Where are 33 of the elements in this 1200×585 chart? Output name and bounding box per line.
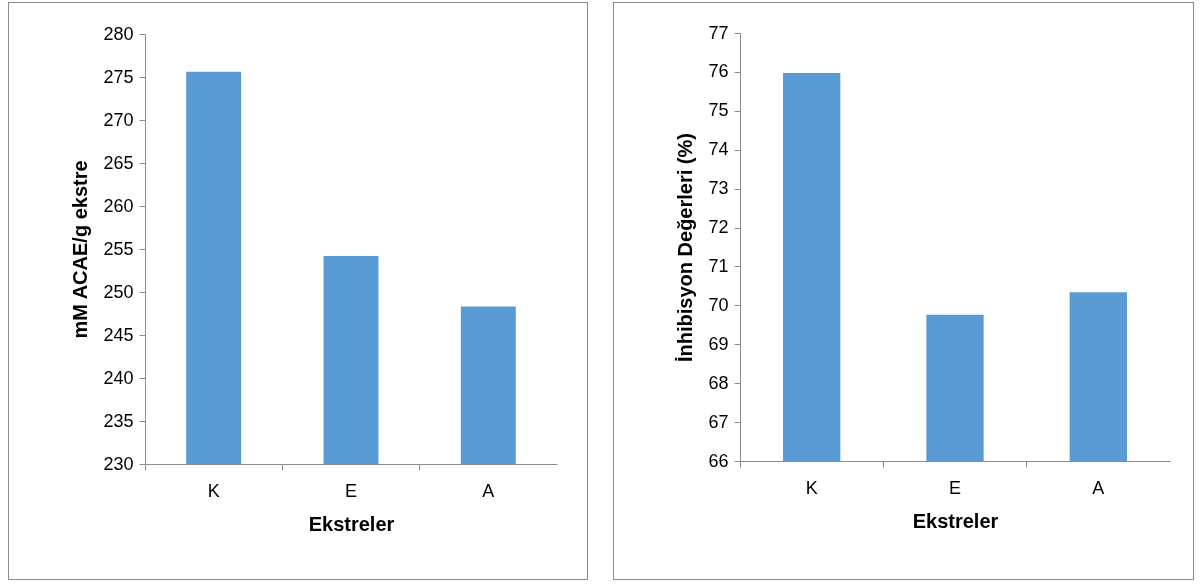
y-tick-label: 240 [103, 367, 134, 388]
y-tick-label: 69 [708, 333, 729, 354]
y-tick-label: 280 [103, 23, 134, 44]
y-tick-label: 70 [708, 294, 729, 315]
x-axis-title: Ekstreler [912, 509, 999, 532]
y-tick-label: 66 [708, 450, 729, 471]
y-tick-label: 77 [708, 22, 729, 43]
y-tick-label: 250 [103, 281, 134, 302]
y-axis-title: İnhibisyon Değerleri (%) [674, 133, 697, 362]
x-tick-label: E [948, 477, 962, 498]
y-tick-label: 255 [103, 238, 134, 259]
y-tick-label: 72 [708, 217, 729, 238]
x-tick-label: K [207, 480, 220, 501]
y-tick-label: 275 [103, 66, 134, 87]
y-tick-label: 68 [708, 372, 729, 393]
x-tick-label: K [805, 477, 818, 498]
y-axis-title: mM ACAE/g ekstre [69, 160, 92, 339]
y-tick-label: 67 [708, 411, 729, 432]
y-tick-label: 71 [708, 255, 729, 276]
x-tick-label: E [344, 480, 358, 501]
y-tick-label: 235 [103, 410, 134, 431]
y-tick-label: 265 [103, 152, 134, 173]
y-tick-label: 260 [103, 195, 134, 216]
y-tick-label: 76 [708, 61, 729, 82]
y-tick-label: 75 [708, 100, 729, 121]
x-axis-title: Ekstreler [308, 512, 395, 535]
y-tick-label: 270 [103, 109, 134, 130]
y-tick-label: 74 [708, 139, 729, 160]
y-tick-label: 230 [103, 453, 134, 474]
y-tick-label: 245 [103, 324, 134, 345]
x-tick-label: A [482, 480, 495, 501]
x-tick-label: A [1092, 477, 1105, 498]
y-tick-label: 73 [708, 178, 729, 199]
